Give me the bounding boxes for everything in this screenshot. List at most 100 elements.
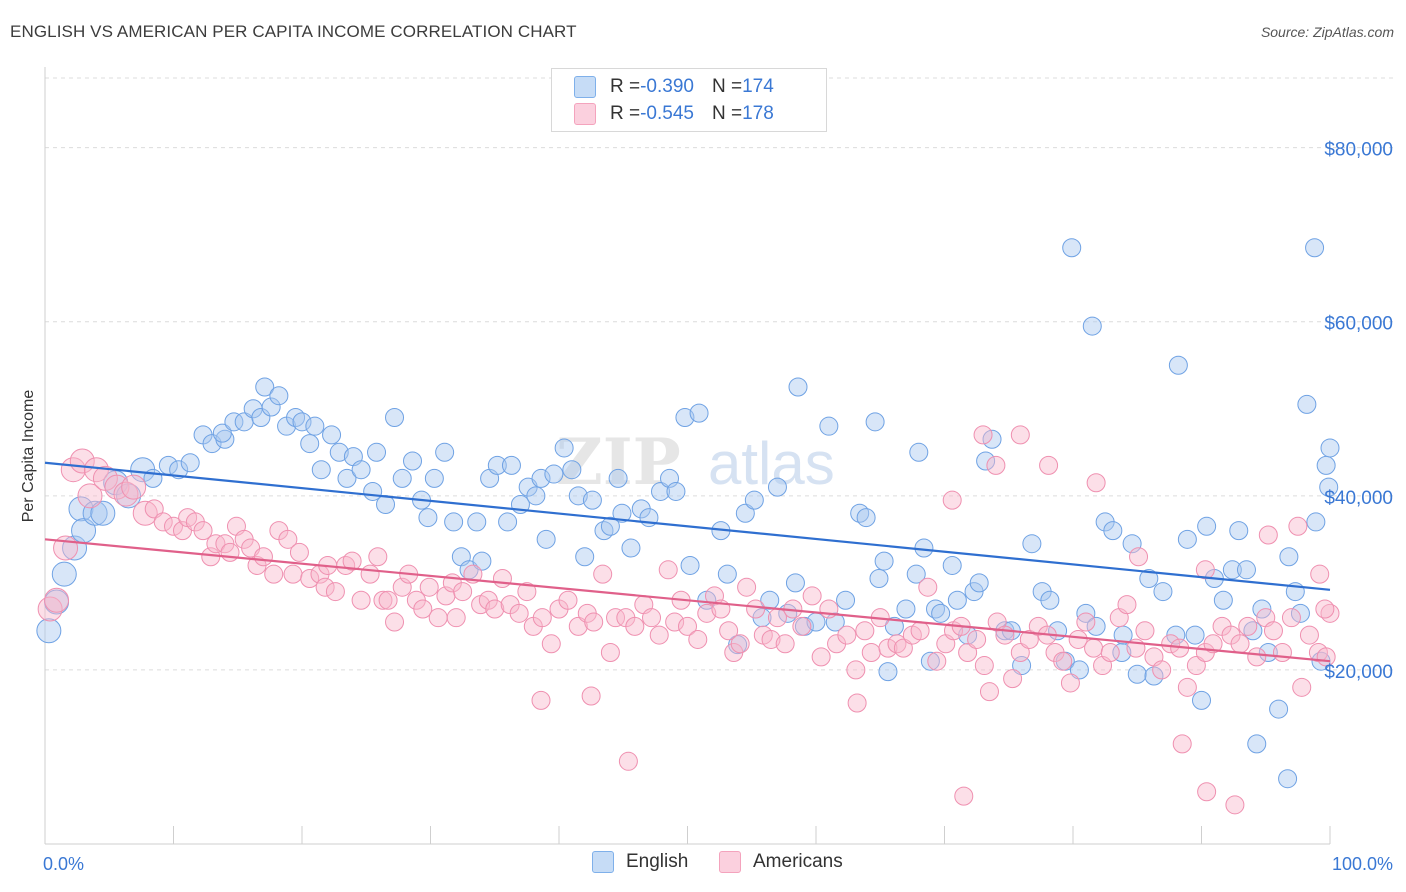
americans-point [954, 786, 974, 806]
americans-point [1292, 677, 1312, 697]
english-point [418, 508, 438, 528]
n-value: 174 [742, 76, 774, 97]
english-point [1086, 616, 1106, 636]
americans-point [419, 577, 439, 597]
english-point [1247, 734, 1267, 754]
english-point [255, 377, 275, 397]
english-point [582, 490, 602, 510]
americans-point [878, 638, 898, 658]
americans-point [1003, 669, 1023, 689]
americans-point [264, 564, 284, 584]
english-point [337, 468, 357, 488]
americans-point [658, 560, 678, 580]
legend-item-english[interactable]: English [592, 851, 688, 873]
americans-point [1288, 516, 1308, 536]
english-point [964, 582, 984, 602]
americans-point [986, 455, 1006, 475]
americans-point [77, 483, 103, 509]
americans-point [974, 656, 994, 676]
english-point [1258, 643, 1278, 662]
series-legend: English Americans [0, 851, 1406, 879]
english-point [311, 460, 331, 480]
english-point [351, 460, 371, 480]
axes [44, 67, 1331, 845]
americans-point [1197, 782, 1217, 802]
americans-point [1053, 651, 1073, 671]
americans-point [1152, 660, 1172, 680]
americans-point [1258, 525, 1278, 545]
r-value: -0.545 [640, 103, 694, 124]
english-point [621, 538, 641, 558]
americans-point [581, 686, 601, 706]
americans-point [1299, 625, 1319, 645]
n-label: N = [711, 76, 743, 97]
english-point [760, 590, 780, 610]
english-point [169, 460, 189, 480]
americans-point [342, 551, 362, 571]
americans-point [428, 608, 448, 628]
americans-point [568, 616, 588, 636]
legend-swatch-english [574, 76, 596, 98]
watermark: ZIP atlas [556, 425, 835, 500]
americans-point [446, 608, 466, 628]
english-point [767, 477, 787, 497]
english-point [680, 555, 700, 575]
americans-point [861, 643, 881, 662]
y-axis-label: Per Capita Income [20, 389, 37, 523]
english-point [1112, 643, 1132, 662]
americans-point [1238, 616, 1258, 636]
americans-point [737, 577, 757, 597]
americans-point [802, 586, 822, 606]
english-point [1192, 690, 1211, 710]
americans-point [1129, 547, 1149, 567]
legend-label-english: English [626, 851, 689, 872]
americans-point [193, 521, 213, 541]
americans-point [1010, 643, 1030, 662]
americans-point [688, 629, 708, 649]
americans-point [144, 499, 164, 519]
americans-point [1186, 656, 1206, 676]
americans-point [618, 751, 638, 771]
english-point [666, 481, 686, 501]
trend-line-english [44, 461, 1331, 591]
english-point [1319, 477, 1339, 497]
english-point [300, 434, 320, 454]
english-point [942, 555, 962, 575]
english-point [1040, 590, 1060, 610]
r-label: R = [610, 103, 641, 124]
english-point [269, 386, 289, 406]
americans-point [1117, 595, 1137, 615]
english-point [878, 662, 898, 682]
americans-point [413, 599, 433, 619]
r-value: -0.390 [640, 76, 694, 97]
americans-point [60, 457, 86, 483]
english-point [376, 495, 396, 515]
english-point [931, 603, 951, 623]
americans-point [1161, 634, 1181, 654]
y-tick-labels: $20,000 $40,000 $60,000 $80,000 [1324, 140, 1393, 683]
americans-point [378, 590, 398, 610]
americans-point [132, 500, 158, 526]
americans-point [1060, 673, 1080, 693]
english-point [90, 500, 116, 526]
americans-point [730, 634, 750, 654]
americans-point [967, 629, 987, 649]
americans-point [979, 682, 999, 702]
americans-point [509, 603, 529, 623]
english-point [608, 468, 628, 488]
english-point [202, 434, 222, 454]
english-point [1306, 512, 1326, 532]
english-point [1062, 238, 1082, 258]
english-point [526, 486, 546, 506]
americans-point [1263, 621, 1283, 641]
x-tick-label: 100.0% [1332, 854, 1393, 874]
legend-swatch-americans [719, 851, 741, 873]
legend-item-americans[interactable]: Americans [719, 851, 843, 873]
americans-point [532, 608, 552, 628]
english-point [498, 512, 518, 532]
y-tick-label: $20,000 [1324, 662, 1393, 683]
english-point [896, 599, 916, 619]
americans-point [558, 590, 578, 610]
americans-point [385, 612, 405, 632]
